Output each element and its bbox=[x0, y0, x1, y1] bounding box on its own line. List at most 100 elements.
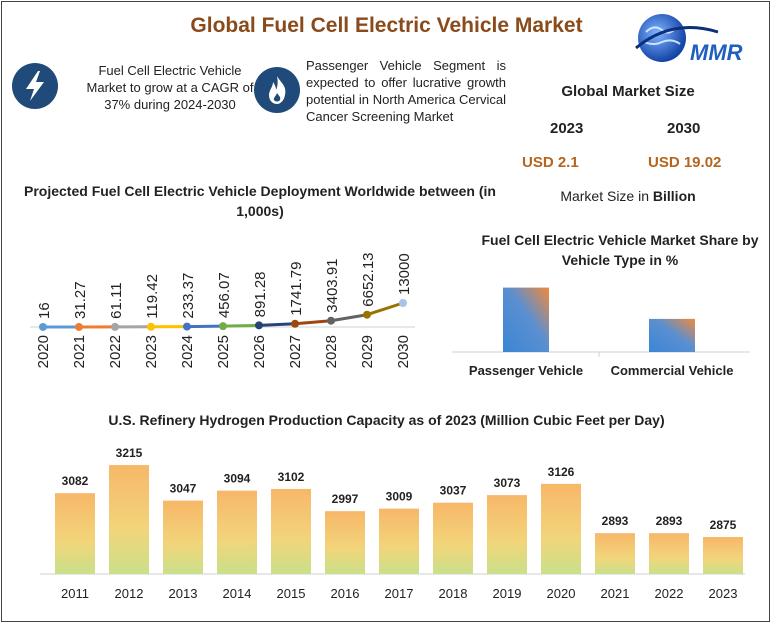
data-label: 2997 bbox=[332, 492, 359, 506]
bar bbox=[649, 533, 689, 574]
deployment-line-chart: 16 2020 31.27 2021 61.11 2022 119.42 2023 233.37… bbox=[30, 252, 415, 368]
bar bbox=[541, 483, 581, 574]
x-tick-label: 2023 bbox=[143, 335, 160, 368]
x-tick-label: 2021 bbox=[71, 335, 88, 368]
data-label: 2875 bbox=[710, 518, 737, 532]
line-segment bbox=[293, 319, 333, 326]
data-label: 456.07 bbox=[216, 272, 233, 318]
bar bbox=[433, 502, 473, 574]
x-tick-label: 2026 bbox=[251, 335, 268, 368]
data-point bbox=[39, 322, 47, 331]
x-tick-label: 2016 bbox=[331, 586, 360, 601]
data-point bbox=[255, 321, 263, 330]
bar bbox=[217, 490, 257, 574]
data-label: 3102 bbox=[278, 470, 305, 484]
data-label: 3073 bbox=[494, 476, 521, 490]
x-tick-label: 2028 bbox=[323, 335, 340, 368]
line-segment bbox=[365, 301, 405, 317]
x-tick-label: 2029 bbox=[359, 335, 376, 368]
market-value-2023: USD 2.1 bbox=[522, 154, 579, 171]
x-tick-label: 2019 bbox=[493, 586, 522, 601]
bar bbox=[325, 511, 365, 574]
data-point bbox=[327, 316, 335, 325]
bar bbox=[649, 318, 695, 352]
flame-icon bbox=[254, 67, 300, 113]
logo-text: MMR bbox=[690, 40, 743, 65]
market-size-note: Market Size in Billion bbox=[528, 188, 728, 204]
x-tick-label: 2021 bbox=[601, 586, 630, 601]
bar bbox=[503, 287, 549, 352]
segment-info-text: Passenger Vehicle Segment is expected to… bbox=[306, 58, 506, 124]
data-label: 3047 bbox=[170, 482, 197, 496]
line-segment bbox=[329, 313, 369, 323]
data-label: 3094 bbox=[224, 472, 251, 486]
data-label: 233.37 bbox=[180, 273, 197, 319]
cagr-info-text: Fuel Cell Electric Vehicle Market to gro… bbox=[86, 63, 254, 112]
lightning-icon bbox=[12, 63, 58, 109]
mmr-logo bbox=[635, 14, 719, 62]
share-chart-title: Fuel Cell Electric Vehicle Market Share … bbox=[481, 232, 759, 268]
page-title: Global Fuel Cell Electric Vehicle Market bbox=[190, 14, 583, 37]
bar bbox=[703, 536, 743, 574]
deployment-chart-title: Projected Fuel Cell Electric Vehicle Dep… bbox=[24, 183, 496, 219]
data-label: 3126 bbox=[548, 465, 575, 479]
market-year-2023: 2023 bbox=[550, 120, 584, 137]
market-size-note-prefix: Market Size in bbox=[560, 188, 653, 204]
data-label: 119.42 bbox=[144, 274, 161, 319]
data-label: 891.28 bbox=[252, 271, 269, 317]
x-tick-label: 2020 bbox=[547, 586, 576, 601]
x-tick-label: 2012 bbox=[115, 586, 144, 601]
bar bbox=[163, 500, 203, 574]
market-size-unit: Billion bbox=[652, 188, 696, 204]
data-label: 2893 bbox=[602, 514, 629, 528]
bar bbox=[55, 493, 95, 574]
line-segment bbox=[257, 322, 297, 327]
bar bbox=[595, 533, 635, 574]
x-tick-label: 2023 bbox=[709, 586, 738, 601]
x-tick-label: 2013 bbox=[169, 586, 198, 601]
x-tick-label: 2022 bbox=[655, 586, 684, 601]
bar bbox=[271, 488, 311, 574]
data-point bbox=[399, 299, 407, 307]
data-point bbox=[363, 310, 371, 319]
x-tick-label: 2030 bbox=[395, 335, 412, 368]
market-size-title: Global Market Size bbox=[561, 83, 695, 100]
data-label: 3082 bbox=[62, 474, 89, 488]
hydrogen-bar-chart: 3082 2011 3215 2012 3047 2013 3094 2014 3102 2015… bbox=[40, 446, 745, 601]
bar bbox=[379, 508, 419, 574]
data-label: 13000 bbox=[396, 253, 413, 295]
x-tick-label: 2014 bbox=[223, 586, 252, 601]
x-tick-label: 2025 bbox=[215, 335, 232, 368]
market-year-2030: 2030 bbox=[667, 120, 701, 137]
x-tick-label: 2022 bbox=[107, 335, 124, 368]
x-tick-label: 2020 bbox=[35, 335, 52, 368]
data-point bbox=[183, 322, 191, 331]
hydrogen-chart-title: U.S. Refinery Hydrogen Production Capaci… bbox=[108, 412, 665, 428]
x-tick-label: 2024 bbox=[179, 335, 196, 368]
data-label: 2893 bbox=[656, 514, 683, 528]
x-tick-label: 2027 bbox=[287, 335, 304, 368]
x-tick-label: Passenger Vehicle bbox=[469, 363, 583, 378]
line-segment bbox=[221, 323, 261, 328]
data-label: 3215 bbox=[116, 446, 143, 460]
x-tick-label: Commercial Vehicle bbox=[611, 363, 734, 378]
data-label: 61.11 bbox=[108, 282, 125, 318]
market-value-2030: USD 19.02 bbox=[648, 154, 722, 171]
data-label: 6652.13 bbox=[360, 252, 377, 306]
data-point bbox=[291, 319, 299, 328]
data-label: 1741.79 bbox=[288, 262, 305, 316]
x-tick-label: 2011 bbox=[61, 586, 89, 601]
data-point bbox=[219, 322, 227, 331]
globe-icon bbox=[638, 14, 686, 62]
bar bbox=[109, 465, 149, 574]
data-point bbox=[147, 322, 155, 331]
data-point bbox=[111, 322, 119, 331]
data-point bbox=[75, 322, 83, 331]
data-label: 16 bbox=[36, 302, 53, 319]
bar bbox=[487, 495, 527, 574]
x-tick-label: 2015 bbox=[277, 586, 306, 601]
share-bar-chart: Passenger Vehicle Commercial Vehicle bbox=[452, 287, 750, 378]
data-label: 3403.91 bbox=[324, 258, 341, 312]
x-tick-label: 2017 bbox=[385, 586, 414, 601]
